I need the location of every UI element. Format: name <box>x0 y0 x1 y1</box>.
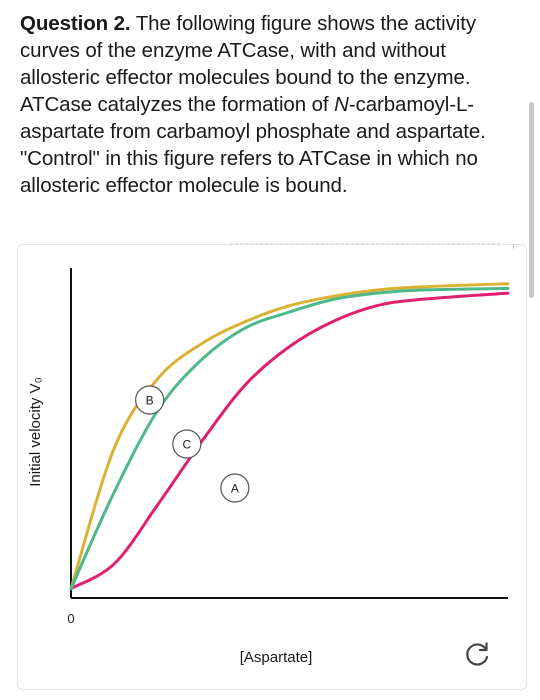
curve-label-circle <box>172 429 202 459</box>
faint-divider <box>230 243 500 244</box>
curve-label-text: C <box>182 438 191 452</box>
curve-label-b: B <box>135 385 165 415</box>
curve-label-circle <box>220 473 250 503</box>
x-axis-label: [Aspartate] <box>240 649 313 666</box>
annotation-layer: B C A <box>135 385 250 503</box>
curve-label-circle <box>135 385 165 415</box>
curve-label-a: A <box>220 473 250 503</box>
curve-label-text: A <box>231 482 239 496</box>
scrollbar[interactable] <box>529 102 534 298</box>
question-italic-n: N <box>334 93 349 116</box>
series-line-c <box>69 286 510 591</box>
series-line-b <box>69 282 510 591</box>
series-layer <box>69 282 510 591</box>
curve-label-text: B <box>146 394 154 408</box>
question-text: Question 2. The following figure shows t… <box>20 10 525 199</box>
curve-label-c: C <box>172 429 202 459</box>
figure-frame <box>17 244 527 690</box>
question-label: Question 2. <box>20 12 131 35</box>
refresh-icon[interactable] <box>462 640 492 670</box>
y-axis-label: Initial velocity V₀ <box>27 377 44 487</box>
chart-axes <box>70 268 508 599</box>
series-line-a <box>69 291 510 591</box>
question-body-1: The following figure shows the activity … <box>20 12 476 116</box>
x-tick-label: 0 <box>67 611 74 626</box>
question-body-2: -carbamoyl-L-aspartate from carbamoyl ph… <box>20 93 486 197</box>
